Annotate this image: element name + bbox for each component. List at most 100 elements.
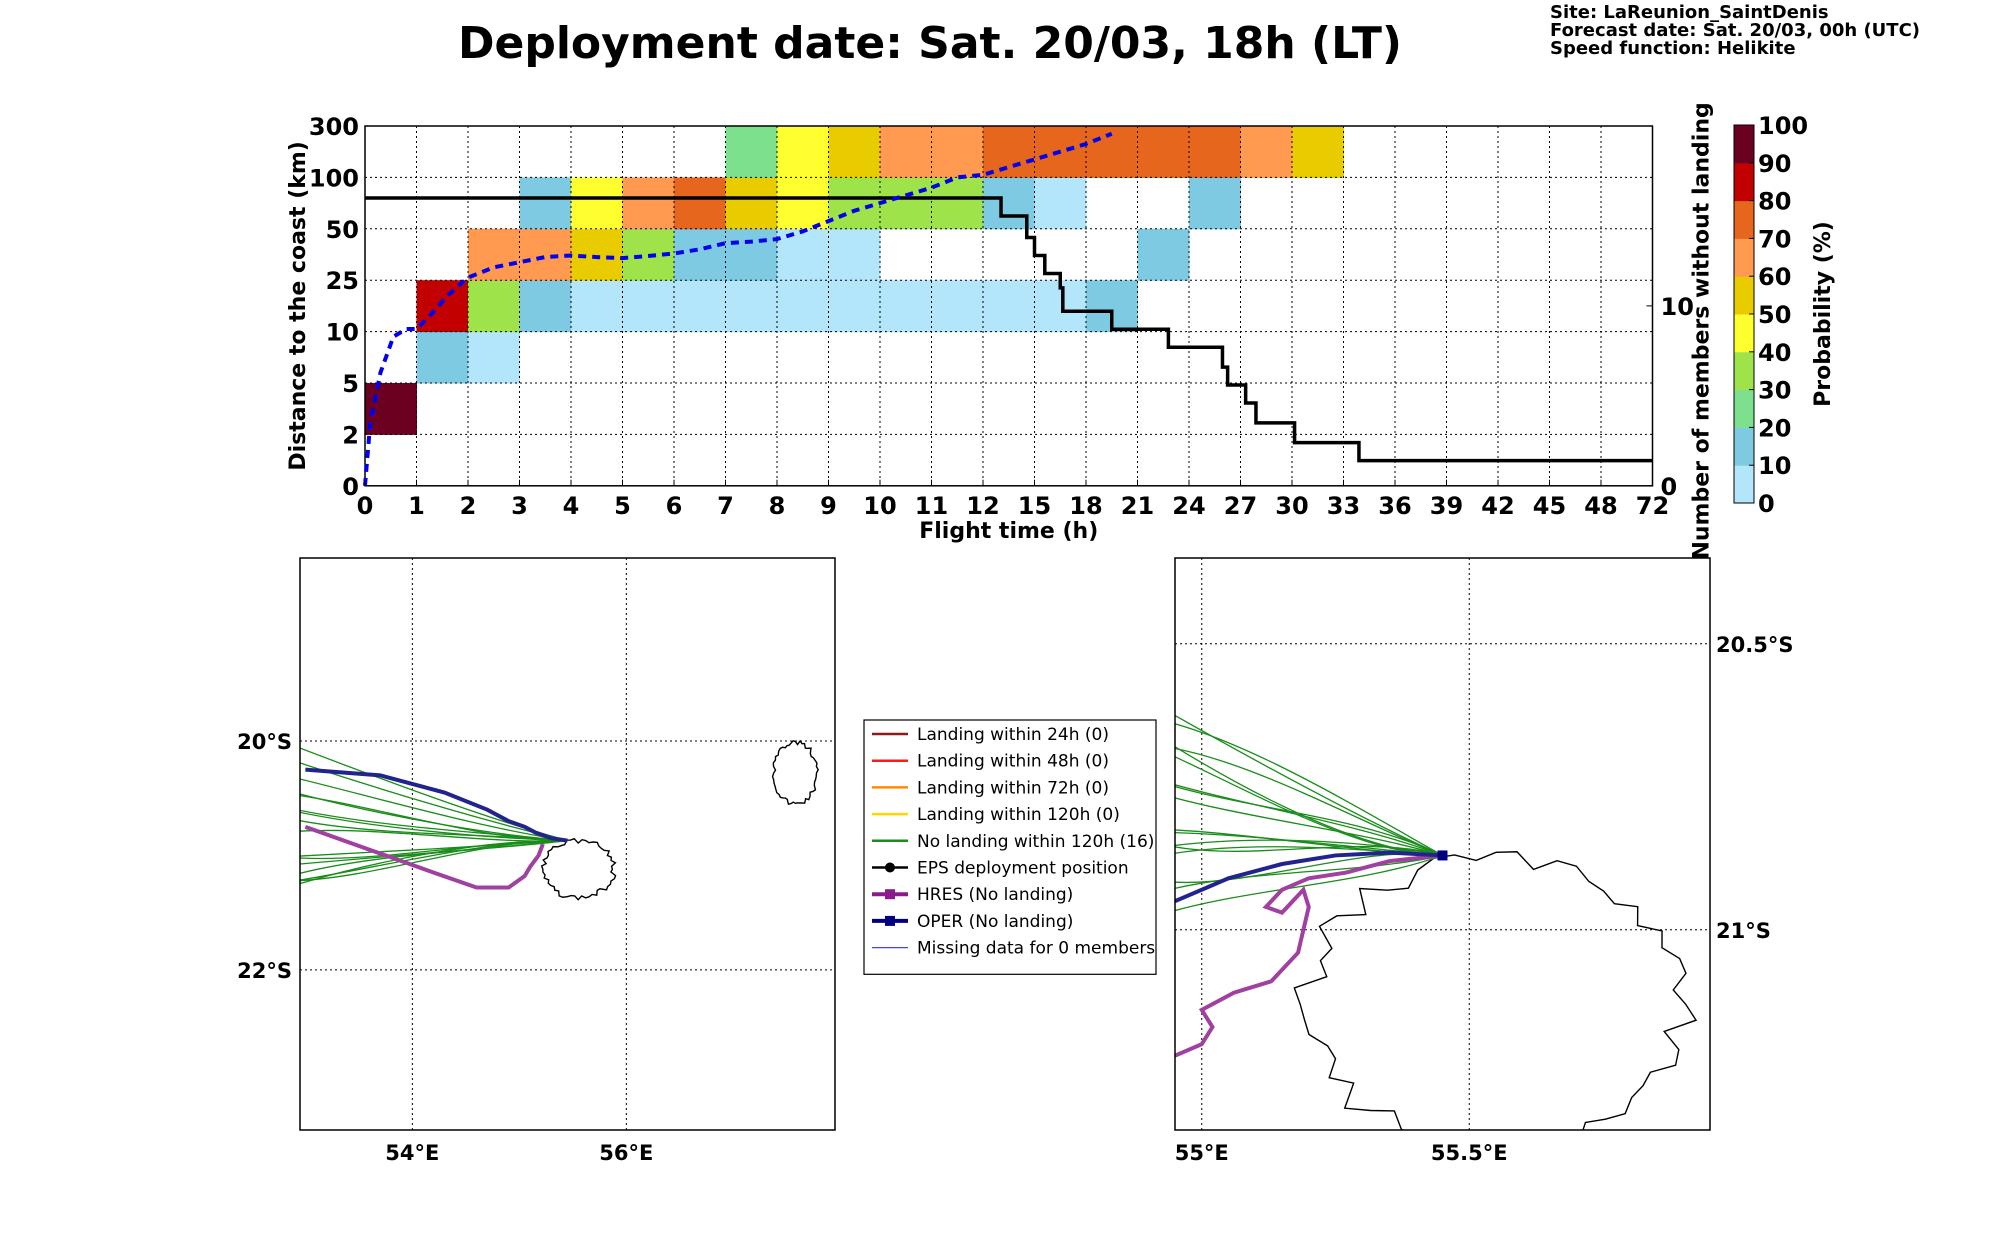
heatmap-cell [674, 177, 726, 230]
heatmap-cell [519, 177, 572, 230]
island-coastline [771, 739, 819, 805]
legend-label: Landing within 48h (0) [917, 752, 1109, 772]
x-tick-label: 24 [1172, 492, 1205, 520]
x-tick-label: 10 [863, 492, 896, 520]
heatmap-cell [880, 126, 932, 178]
heatmap-cell [828, 280, 881, 333]
ensemble-member-track [1175, 839, 1443, 857]
heatmap-cell [1137, 126, 1190, 178]
heatmap-cell [1086, 126, 1138, 178]
heatmap-cell [674, 280, 726, 333]
island-coastline [540, 837, 617, 901]
y-axis-label: Distance to the coast (km) [286, 141, 311, 471]
colorbar-segment [1734, 465, 1754, 504]
legend-label: Landing within 24h (0) [917, 725, 1109, 745]
members-without-landing-line [365, 196, 1653, 463]
x-tick-label: 3 [511, 492, 528, 520]
heatmap-cell [725, 228, 778, 281]
right-tick-label: 10 [1661, 293, 1694, 321]
legend-entry: EPS deployment position [872, 859, 1129, 879]
median-distance-line [363, 131, 1113, 486]
colorbar-segment [1734, 162, 1754, 202]
colorbar-label: Probability (%) [1811, 221, 1836, 407]
colorbar-tick-label: 20 [1758, 414, 1791, 442]
map-longitude-label: 56°E [599, 1141, 653, 1165]
y-tick-label: 300 [309, 113, 359, 141]
map-latitude-label: 20°S [237, 730, 292, 754]
heatmap-cell [468, 228, 520, 281]
legend-entry: Landing within 48h (0) [872, 752, 1109, 772]
map-contents [300, 558, 835, 1130]
heatmap-cell [983, 280, 1035, 333]
legend-entry: Landing within 120h (0) [872, 805, 1120, 825]
heatmap-cell [1034, 177, 1087, 230]
colorbar-segment [1734, 238, 1754, 277]
colorbar-tick-label: 80 [1758, 188, 1791, 216]
heatmap-cell [828, 177, 881, 230]
heatmap-cell [519, 228, 572, 281]
speed-info-line: Speed function: Helikite [1550, 38, 1796, 59]
x-tick-label: 4 [563, 492, 580, 520]
deployment-marker [1437, 850, 1448, 861]
x-tick-label: 1 [408, 492, 425, 520]
colorbar-segment [1734, 125, 1754, 164]
ensemble-member-track [300, 839, 568, 882]
heatmap-cell [416, 331, 469, 384]
x-tick-label: 11 [915, 492, 948, 520]
colorbar-segment [1734, 276, 1754, 315]
ensemble-member-track [1175, 745, 1443, 857]
oper-track [305, 767, 568, 843]
colorbar-tick-label: 60 [1758, 263, 1791, 291]
x-tick-label: 21 [1121, 492, 1154, 520]
hres-track [1175, 853, 1443, 1058]
legend-label: No landing within 120h (16) [917, 832, 1154, 852]
ensemble-member-track [1175, 747, 1443, 857]
legend-label: Landing within 120h (0) [917, 805, 1120, 825]
x-tick-label: 33 [1327, 492, 1360, 520]
colorbar-tick-label: 40 [1758, 339, 1791, 367]
ensemble-member-track [300, 778, 568, 842]
heatmap-cell [880, 280, 932, 333]
heatmap-cell [777, 228, 829, 281]
ensemble-member-track [1175, 797, 1443, 857]
legend-frame [863, 719, 1157, 975]
x-tick-label: 0 [357, 492, 374, 520]
colorbar-tick-label: 90 [1758, 150, 1791, 178]
heatmap-cell [622, 280, 675, 333]
y-tick-label: 25 [326, 267, 359, 295]
x-tick-label: 2 [460, 492, 477, 520]
ensemble-member-track [300, 839, 568, 857]
map-latitude-label: 21°S [1716, 919, 1771, 943]
colorbar-tick-label: 70 [1758, 225, 1791, 253]
colorbar-segment [1734, 200, 1754, 239]
ensemble-member-track [1175, 845, 1443, 857]
legend-swatch-square [885, 889, 895, 900]
right-tick-label: 0 [1661, 473, 1678, 501]
heatmap-cell [468, 331, 520, 384]
legend-label: HRES (No landing) [917, 885, 1073, 905]
regional-trajectory-map: 54°E 56°E 20°S 22°S [237, 557, 836, 1165]
legend-entry: No landing within 120h (16) [872, 832, 1154, 852]
x-tick-label: 27 [1224, 492, 1257, 520]
x-tick-label: 8 [769, 492, 786, 520]
heatmap-cell [622, 177, 675, 230]
y-tick-label: 10 [326, 319, 359, 347]
legend-swatch-dot [885, 862, 895, 873]
map-latitude-label: 20.5°S [1716, 633, 1793, 657]
colorbar-segment [1734, 389, 1754, 428]
legend-entry: HRES (No landing) [872, 885, 1073, 905]
heatmap-cell [1189, 126, 1241, 178]
forecast-info-line: Forecast date: Sat. 20/03, 00h (UTC) [1550, 20, 1920, 41]
map-longitude-label: 55°E [1175, 1141, 1229, 1165]
heatmap-cell [468, 280, 520, 333]
heatmap-cell [674, 228, 726, 281]
map-frame [1174, 557, 1711, 1131]
heatmap-cell [1137, 228, 1190, 281]
x-tick-label: 6 [666, 492, 683, 520]
ensemble-member-track [1175, 784, 1443, 857]
oper-track [1175, 850, 1443, 904]
x-tick-label: 48 [1584, 492, 1617, 520]
x-tick-label: 72 [1636, 492, 1669, 520]
legend-entry: Missing data for 0 members [872, 939, 1155, 959]
